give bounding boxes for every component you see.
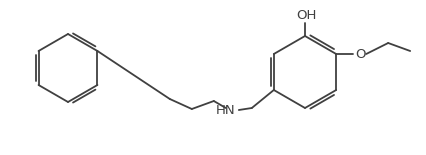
Text: HN: HN bbox=[216, 104, 236, 117]
Text: O: O bbox=[355, 47, 366, 60]
Text: OH: OH bbox=[296, 9, 316, 22]
